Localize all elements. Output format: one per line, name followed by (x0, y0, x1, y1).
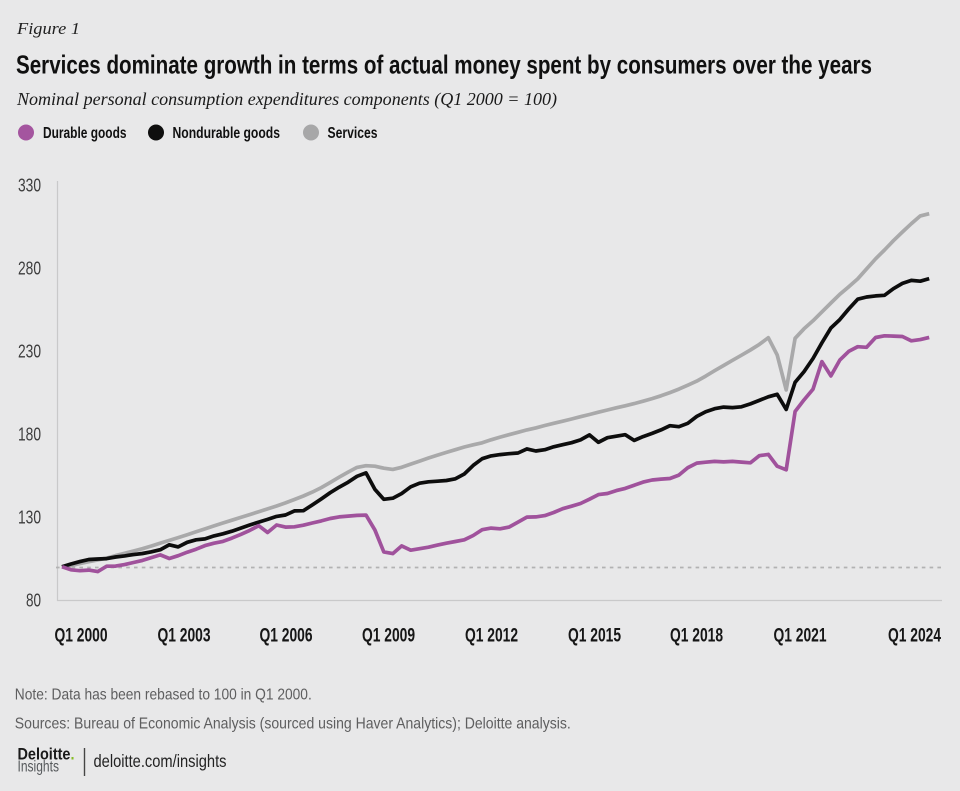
svg-text:Note: Data has been rebased to: Note: Data has been rebased to 100 in Q1… (15, 687, 312, 704)
svg-text:deloitte.com/insights: deloitte.com/insights (94, 751, 227, 771)
svg-text:Q1 2006: Q1 2006 (260, 625, 313, 647)
svg-text:Q1 2024: Q1 2024 (888, 625, 941, 647)
svg-text:Figure 1: Figure 1 (16, 19, 80, 38)
svg-text:Q1 2000: Q1 2000 (55, 625, 108, 647)
svg-text:Sources: Bureau of Economic An: Sources: Bureau of Economic Analysis (so… (15, 716, 571, 733)
svg-text:180: 180 (18, 425, 41, 445)
svg-text:230: 230 (18, 342, 41, 362)
svg-text:Q1 2015: Q1 2015 (568, 625, 621, 647)
svg-text:280: 280 (18, 259, 41, 279)
svg-text:Services dominate growth in te: Services dominate growth in terms of act… (16, 50, 872, 80)
svg-text:Durable goods: Durable goods (43, 125, 127, 142)
svg-text:Q1 2003: Q1 2003 (158, 625, 211, 647)
svg-text:Q1 2021: Q1 2021 (774, 625, 827, 647)
svg-text:330: 330 (18, 176, 41, 196)
svg-text:Q1 2012: Q1 2012 (465, 625, 518, 647)
svg-text:Services: Services (328, 125, 378, 142)
svg-text:80: 80 (26, 591, 41, 611)
svg-text:Q1 2009: Q1 2009 (362, 625, 415, 647)
svg-text:130: 130 (18, 508, 41, 528)
svg-text:Nondurable goods: Nondurable goods (173, 125, 281, 142)
svg-text:Q1 2018: Q1 2018 (670, 625, 723, 647)
svg-text:Nominal personal consumption e: Nominal personal consumption expenditure… (16, 89, 557, 109)
svg-text:Deloitte.: Deloitte. (18, 746, 75, 764)
svg-text:Insights: Insights (18, 759, 60, 776)
